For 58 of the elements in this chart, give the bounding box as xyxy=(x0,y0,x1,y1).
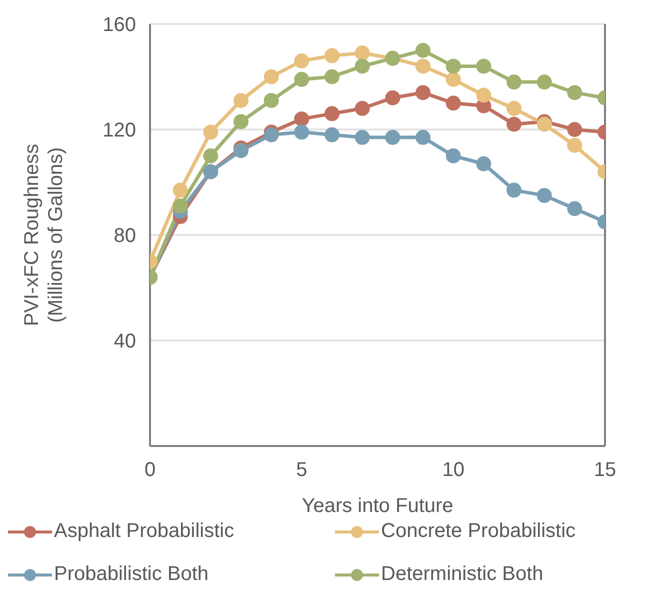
point xyxy=(476,156,492,172)
point xyxy=(234,143,248,158)
point xyxy=(324,127,340,142)
x-tick-label: 5 xyxy=(296,459,308,482)
point xyxy=(416,130,430,145)
point xyxy=(446,96,461,111)
point xyxy=(385,90,400,106)
point xyxy=(506,74,522,90)
point xyxy=(294,72,310,87)
legend-label: Probabilistic Both xyxy=(54,563,209,586)
legend-label: Asphalt Probabilistic xyxy=(54,520,234,543)
point xyxy=(354,100,370,116)
point xyxy=(567,201,582,216)
point xyxy=(172,198,188,214)
point xyxy=(416,58,430,74)
point xyxy=(476,58,492,74)
point xyxy=(264,69,279,84)
point xyxy=(294,124,310,140)
point xyxy=(354,46,370,61)
y-tick-label: 80 xyxy=(114,225,136,248)
point xyxy=(536,74,552,90)
point xyxy=(567,138,582,153)
point xyxy=(506,182,522,198)
x-tick-label: 0 xyxy=(144,459,156,482)
point xyxy=(203,124,218,140)
point xyxy=(172,182,188,198)
x-tick-label: 15 xyxy=(594,459,616,482)
point xyxy=(324,48,340,64)
point xyxy=(476,88,492,103)
point xyxy=(354,58,370,74)
point xyxy=(264,92,279,108)
x-tick-label: 10 xyxy=(442,459,464,482)
point xyxy=(354,130,370,145)
point xyxy=(294,111,310,126)
point xyxy=(385,130,400,145)
point xyxy=(567,85,582,100)
point xyxy=(234,114,248,130)
y-axis-title: PVI-xFC Roughness (Millions of Gallons) xyxy=(21,144,67,326)
point xyxy=(203,148,218,164)
legend-label: Deterministic Both xyxy=(381,563,544,586)
y-tick-label: 40 xyxy=(114,330,136,353)
point xyxy=(416,85,430,100)
point xyxy=(446,148,461,164)
point xyxy=(324,106,340,122)
legend-label: Concrete Probabilistic xyxy=(381,520,576,543)
y-tick-label: 120 xyxy=(102,120,136,142)
point xyxy=(446,72,461,87)
y-tick-label: 160 xyxy=(102,14,136,36)
point xyxy=(234,92,248,108)
point xyxy=(506,100,522,116)
point xyxy=(294,53,310,68)
x-axis-title: Years into Future xyxy=(302,495,454,517)
point xyxy=(567,122,582,137)
point xyxy=(446,58,461,74)
point xyxy=(324,69,340,84)
point xyxy=(536,188,552,203)
point xyxy=(416,42,430,58)
point xyxy=(506,116,522,132)
